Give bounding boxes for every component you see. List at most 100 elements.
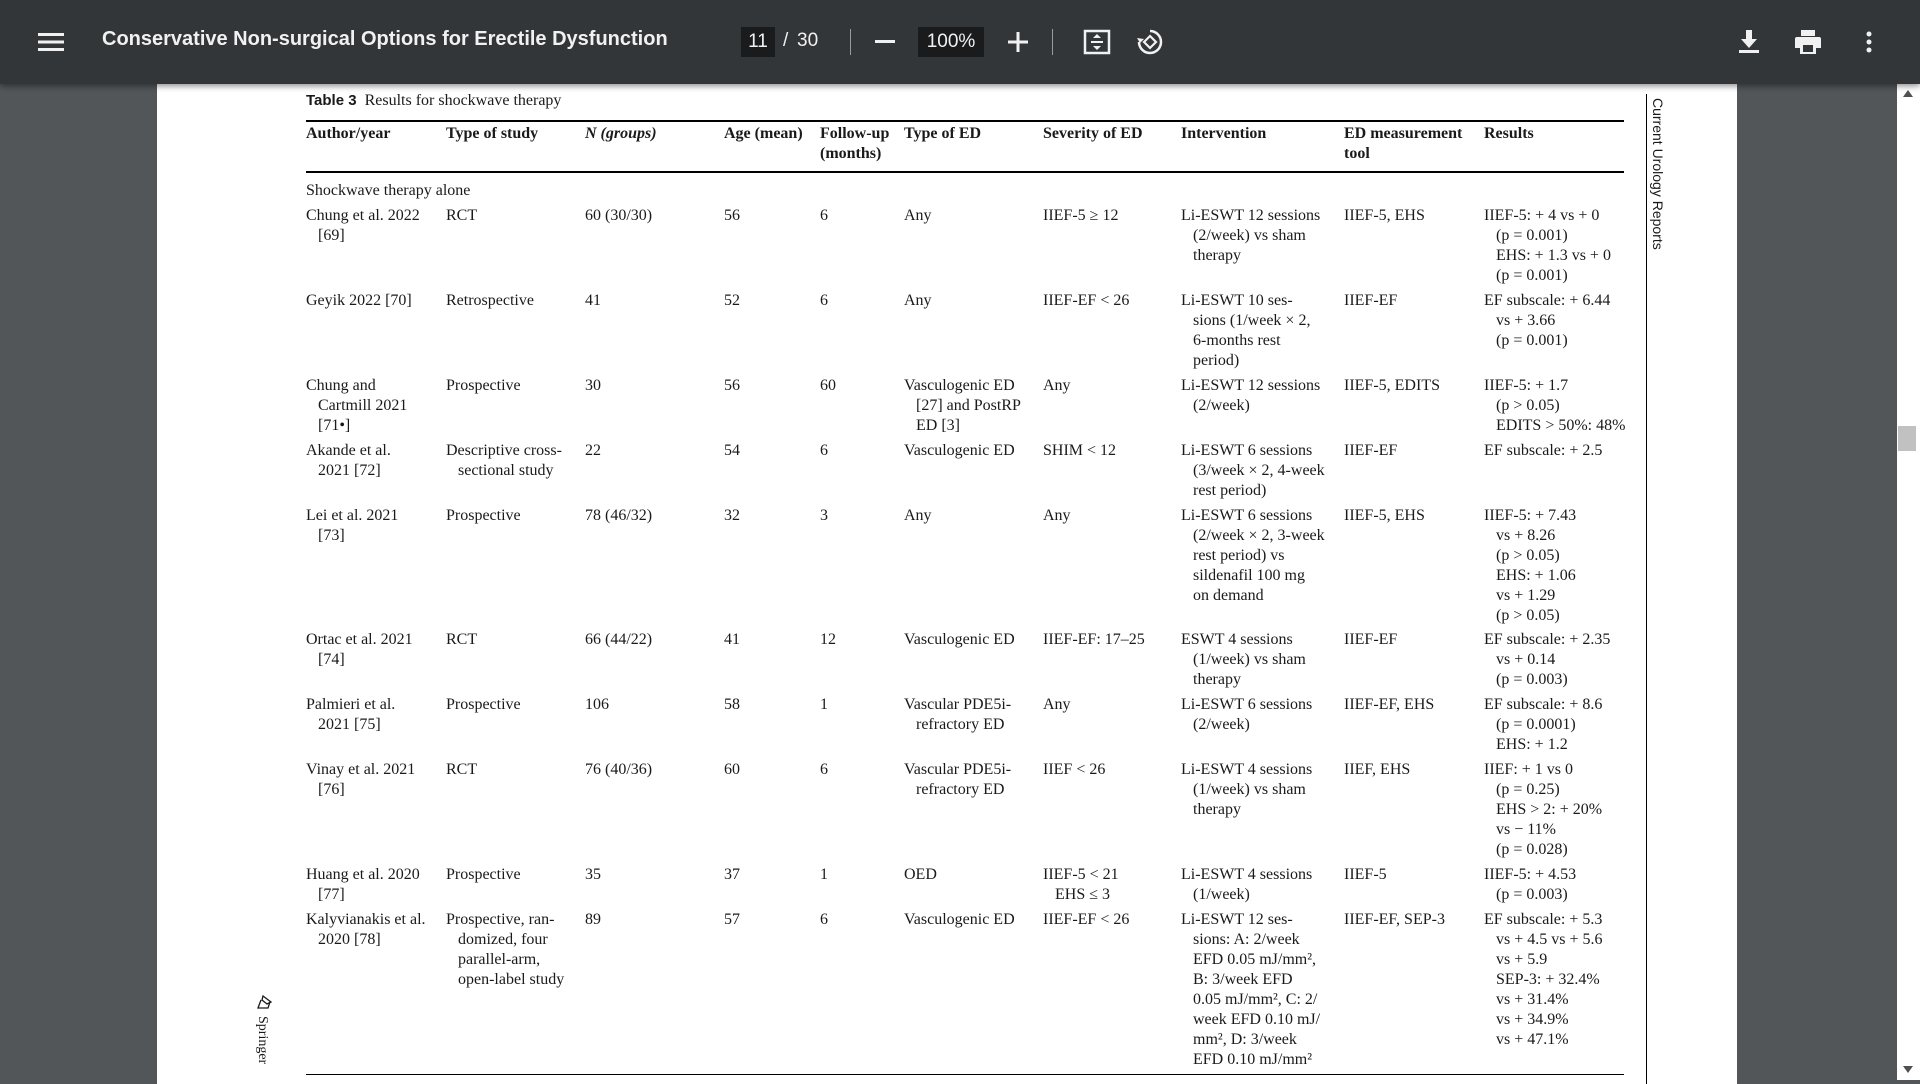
cell-results-line: (p = 0.028) (1496, 841, 1568, 858)
cell-results-line: vs + 31.4% (1496, 991, 1569, 1008)
cell-results-line: vs + 1.29 (1496, 587, 1556, 604)
cell-study-type-line: RCT (446, 761, 478, 778)
cell-ed-type: OED (904, 865, 937, 885)
cell-results-line: IIEF-5: + 4 vs + 0 (1484, 207, 1600, 224)
cell-severity-line: EHS ≤ 3 (1055, 886, 1111, 903)
cell-ed-type: Vasculogenic ED (904, 630, 1015, 650)
fit-page-icon[interactable] (1073, 18, 1121, 66)
cell-ed-type-line: Vasculogenic ED (904, 442, 1015, 459)
cell-intervention: Li-ESWT 12 ses-sions: A: 2/week EFD 0.05 … (1181, 910, 1320, 1070)
rotate-icon[interactable] (1126, 18, 1174, 66)
cell-intervention-line: sildenafil 100 mg (1193, 567, 1305, 584)
header-tool-line1: ED measurement (1344, 125, 1463, 142)
current-page-input[interactable]: 11 (741, 27, 775, 57)
cell-severity-line: IIEF-EF < 26 (1043, 292, 1130, 309)
cell-intervention-line: EFD 0.05 mJ/mm², (1193, 951, 1317, 968)
header-followup: Follow-up (months) (820, 124, 889, 164)
cell-n: 41 (585, 292, 601, 309)
cell-author-line: [77] (318, 886, 345, 903)
cell-study-type-line: Prospective (446, 377, 521, 394)
zoom-out-icon[interactable] (861, 18, 909, 66)
cell-intervention-line: Li-ESWT 6 sessions (1181, 696, 1313, 713)
cell-author-line: [74] (318, 651, 345, 668)
cell-severity-line: SHIM < 12 (1043, 442, 1117, 459)
cell-measurement-tool: IIEF-5 (1344, 866, 1387, 883)
cell-severity: IIEF-5 < 21 EHS ≤ 3 (1043, 865, 1119, 905)
zoom-in-icon[interactable] (994, 18, 1042, 66)
springer-horse-icon (257, 994, 273, 1009)
cell-results-line: SEP-3: + 32.4% (1496, 971, 1600, 988)
cell-age: 58 (724, 696, 740, 713)
cell-ed-type: Vasculogenic ED (904, 441, 1015, 461)
cell-study-type-line: RCT (446, 631, 478, 648)
cell-results: EF subscale: + 8.6 (p = 0.0001) EHS: + 1.2 (1484, 695, 1602, 755)
cell-severity: Any (1043, 695, 1071, 715)
cell-author-line: Cartmill 2021 (318, 397, 408, 414)
cell-intervention-line: (2/week) (1193, 716, 1250, 733)
zoom-level-input[interactable]: 100% (918, 27, 984, 57)
pdf-toolbar: Conservative Non-surgical Options for Er… (0, 0, 1920, 84)
cell-author: Chung and Cartmill 2021 [71•] (306, 376, 407, 436)
cell-results-line: (p = 0.0001) (1496, 716, 1576, 733)
cell-intervention: Li-ESWT 10 ses-sions (1/week × 2, 6-month… (1181, 291, 1310, 371)
cell-results-line: EHS: + 1.06 (1496, 567, 1576, 584)
cell-intervention: Li-ESWT 6 sessions (3/week × 2, 4-week res… (1181, 441, 1325, 501)
cell-n: 106 (585, 696, 609, 713)
cell-ed-type-line: Vascular PDE5i- (904, 761, 1012, 778)
header-ed-type: Type of ED (904, 125, 982, 142)
cell-study-type-line: RCT (446, 207, 478, 224)
cell-results-line: EF subscale: + 6.44 (1484, 292, 1611, 309)
header-followup-line2: (months) (820, 145, 882, 162)
cell-intervention-line: 6-months rest (1193, 332, 1281, 349)
cell-intervention-line: Li-ESWT 12 sessions (1181, 207, 1321, 224)
cell-intervention-line: therapy (1193, 801, 1241, 818)
cell-intervention-line: EFD 0.10 mJ/mm² (1193, 1051, 1313, 1068)
total-pages: 30 (797, 30, 819, 51)
cell-results: IIEF-5: + 7.43 vs + 8.26 (p > 0.05) EHS: + … (1484, 506, 1576, 626)
cell-measurement-tool: IIEF-EF, SEP-3 (1344, 911, 1445, 928)
print-icon[interactable] (1784, 18, 1832, 66)
cell-author-line: Chung et al. 2022 (306, 207, 420, 224)
cell-study-type-line: parallel-arm, (458, 951, 541, 968)
cell-severity: SHIM < 12 (1043, 441, 1116, 461)
cell-severity-line: IIEF-EF: 17–25 (1043, 631, 1145, 648)
cell-ed-type-line: Vascular PDE5i- (904, 696, 1012, 713)
journal-rule (1646, 94, 1647, 1084)
cell-intervention-line: Li-ESWT 12 ses- (1181, 911, 1293, 928)
cell-study-type-line: Descriptive cross- (446, 442, 562, 459)
cell-intervention-line: (2/week) (1193, 397, 1250, 414)
cell-results-line: EDITS > 50%: 48% (1496, 417, 1626, 434)
cell-results-line: EF subscale: + 2.35 (1484, 631, 1611, 648)
cell-n: 35 (585, 866, 601, 883)
cell-severity-line: IIEF-5 ≥ 12 (1043, 207, 1119, 224)
cell-measurement-tool: IIEF-EF (1344, 631, 1398, 648)
download-icon[interactable] (1725, 18, 1773, 66)
cell-intervention-line: rest period) vs (1193, 547, 1285, 564)
cell-study-type: Prospective (446, 376, 521, 396)
cell-severity: IIEF-EF < 26 (1043, 910, 1129, 930)
scroll-down-arrow-icon[interactable] (1903, 1066, 1913, 1073)
cell-author: Palmieri et al. 2021 [75] (306, 695, 395, 735)
cell-results-line: EF subscale: + 2.5 (1484, 442, 1603, 459)
cell-ed-type-line: Vasculogenic ED (904, 631, 1015, 648)
cell-study-type-line: Prospective, ran- (446, 911, 555, 928)
cell-intervention-line: Li-ESWT 12 sessions (1181, 377, 1321, 394)
cell-study-type: RCT (446, 630, 477, 650)
cell-intervention-line: ESWT 4 sessions (1181, 631, 1293, 648)
header-followup-line1: Follow-up (820, 125, 890, 142)
cell-results-line: EHS > 2: + 20% (1496, 801, 1603, 818)
header-tool: ED measurement tool (1344, 124, 1462, 164)
page-separator: / (783, 30, 789, 51)
scroll-up-arrow-icon[interactable] (1903, 90, 1913, 97)
header-intervention: Intervention (1181, 125, 1267, 142)
cell-severity: Any (1043, 506, 1071, 526)
vertical-scrollbar[interactable] (1897, 84, 1920, 1080)
cell-severity-line: IIEF < 26 (1043, 761, 1106, 778)
cell-study-type-line: Retrospective (446, 292, 534, 309)
scrollbar-thumb[interactable] (1898, 426, 1916, 451)
menu-icon[interactable] (27, 18, 75, 66)
cell-ed-type-line: refractory ED (916, 781, 1005, 798)
more-options-icon[interactable] (1845, 18, 1893, 66)
cell-author-line: [71•] (318, 417, 351, 434)
header-type: Type of study (446, 125, 539, 142)
